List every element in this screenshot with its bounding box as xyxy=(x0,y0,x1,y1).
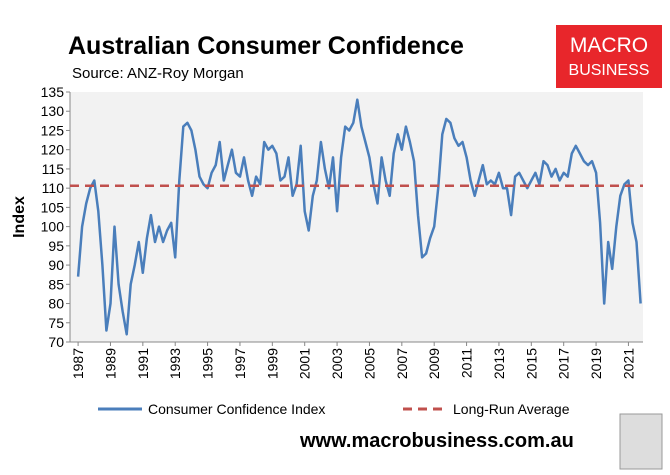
legend-label: Consumer Confidence Index xyxy=(148,401,325,417)
y-tick-label: 100 xyxy=(41,219,65,235)
logo-text: BUSINESS xyxy=(569,62,650,79)
x-tick-label: 2013 xyxy=(491,348,507,379)
x-tick-label: 1993 xyxy=(167,348,183,379)
y-axis-label: Index xyxy=(11,196,28,238)
y-tick-label: 120 xyxy=(41,142,65,158)
x-tick-label: 2001 xyxy=(297,348,313,379)
x-tick-label: 1999 xyxy=(264,348,280,379)
y-tick-label: 95 xyxy=(48,238,64,254)
x-tick-label: 1989 xyxy=(102,348,118,379)
chart-title: Australian Consumer Confidence xyxy=(68,32,464,60)
x-tick-label: 2015 xyxy=(523,348,539,379)
y-tick-label: 70 xyxy=(48,334,64,350)
y-tick-label: 135 xyxy=(41,84,65,100)
y-tick-label: 90 xyxy=(48,257,64,273)
chart-subtitle: Source: ANZ-Roy Morgan xyxy=(72,65,244,82)
y-tick-label: 130 xyxy=(41,103,65,119)
y-tick-label: 75 xyxy=(48,315,64,331)
x-tick-label: 2007 xyxy=(394,348,410,379)
y-tick-label: 115 xyxy=(42,161,65,177)
y-tick-label: 80 xyxy=(48,296,64,312)
x-tick-label: 2009 xyxy=(426,348,442,379)
data-line xyxy=(76,98,642,336)
x-tick-label: 1991 xyxy=(135,348,151,379)
x-tick-label: 2011 xyxy=(459,348,475,378)
website: www.macrobusiness.com.au xyxy=(299,430,574,452)
x-tick-label: 1987 xyxy=(70,348,86,379)
x-tick-label: 1997 xyxy=(232,348,248,379)
x-tick-label: 2021 xyxy=(620,348,636,379)
x-tick-label: 2017 xyxy=(556,348,572,379)
y-tick-label: 110 xyxy=(42,180,65,196)
y-tick-label: 125 xyxy=(41,122,65,138)
legend-label: Long-Run Average xyxy=(453,401,570,417)
x-tick-label: 2003 xyxy=(329,348,345,379)
fox-icon xyxy=(619,413,663,470)
plot-area xyxy=(70,92,643,342)
x-tick-label: 1995 xyxy=(200,348,216,379)
logo-text: MACRO xyxy=(570,34,648,57)
logo-box xyxy=(556,25,662,88)
x-tick-label: 2019 xyxy=(588,348,604,379)
y-tick-label: 85 xyxy=(48,276,64,292)
x-tick-label: 2005 xyxy=(361,348,377,379)
y-tick-label: 105 xyxy=(41,199,65,215)
